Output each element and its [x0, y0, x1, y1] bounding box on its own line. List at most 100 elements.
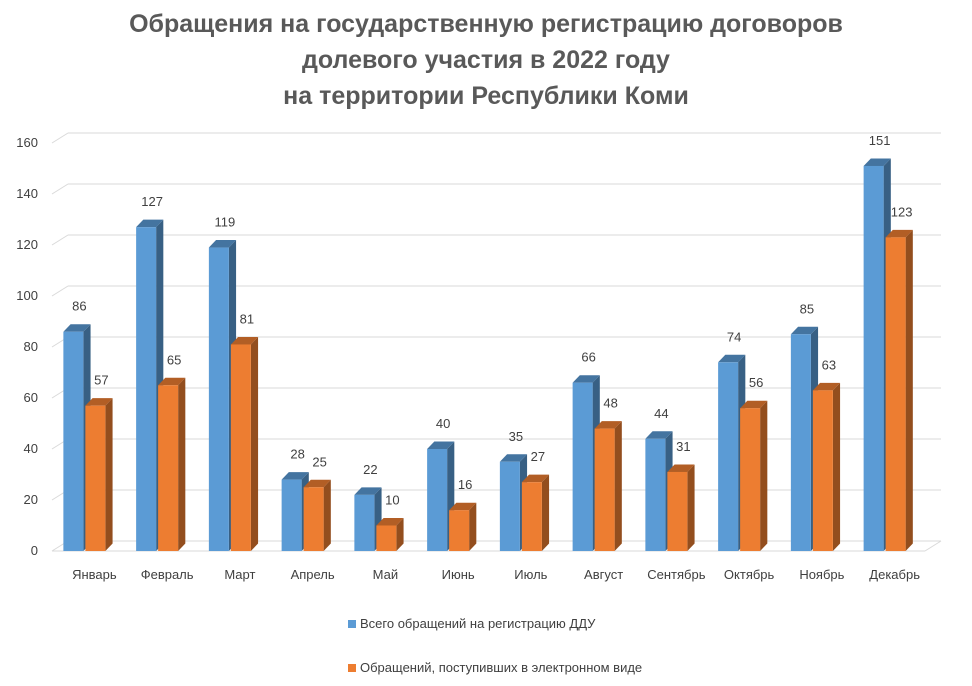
legend-swatch-electronic [348, 663, 356, 672]
y-tick-label: 120 [16, 237, 38, 252]
data-label-total: 74 [727, 329, 741, 344]
bar-electronic-top [740, 400, 768, 409]
gridline-depth [51, 234, 69, 246]
bar-electronic-top [303, 479, 331, 488]
bar-total [208, 247, 229, 552]
gridline-depth [51, 183, 69, 195]
y-tick-label: 20 [24, 492, 38, 507]
gridline-depth [51, 132, 69, 144]
bar-total-top [572, 375, 600, 383]
title-line-2: долевого участия в 2022 году [302, 46, 670, 74]
x-tick-label: Февраль [141, 567, 194, 582]
gridline-depth [51, 285, 69, 297]
bar-electronic [667, 471, 688, 551]
bar-electronic-side [250, 336, 259, 551]
bar-electronic-top [667, 464, 695, 472]
bar-total [281, 479, 302, 551]
legend-item-electronic: Обращений, поступивших в электронном вид… [348, 660, 642, 675]
y-tick-label: 80 [24, 339, 38, 354]
bar-electronic [594, 428, 615, 551]
bar-electronic [303, 487, 324, 551]
y-tick-label: 160 [16, 135, 38, 150]
x-tick-label: Сентябрь [647, 567, 705, 582]
x-axis-depth [924, 540, 942, 552]
bar-electronic-top [594, 421, 622, 429]
x-tick-label: Декабрь [869, 567, 920, 582]
bar-electronic [376, 525, 397, 551]
bar-electronic-top [449, 502, 477, 511]
chart-title: Обращения на государственную регистрацию… [0, 6, 972, 114]
y-tick-label: 140 [16, 186, 38, 201]
data-label-electronic: 31 [676, 439, 690, 454]
bar-total-top [863, 158, 891, 166]
bar-electronic [740, 408, 761, 551]
bar-total-top [718, 354, 746, 363]
bar-electronic-top [521, 474, 550, 483]
bar-total [790, 334, 811, 551]
data-label-total: 35 [509, 429, 523, 444]
data-label-total: 66 [581, 350, 595, 365]
bar-electronic-side [469, 502, 477, 551]
data-label-electronic: 10 [385, 493, 399, 508]
data-label-electronic: 48 [603, 396, 617, 411]
data-label-electronic: 65 [167, 352, 181, 367]
bar-electronic-side [105, 398, 113, 551]
data-label-total: 40 [436, 416, 450, 431]
x-tick-label: Май [373, 567, 398, 582]
data-label-electronic: 123 [891, 204, 913, 219]
bar-electronic-top [230, 336, 259, 345]
bar-total-top [208, 240, 237, 248]
data-label-electronic: 56 [749, 375, 763, 390]
legend-item-total: Всего обращений на регистрацию ДДУ [348, 616, 595, 631]
data-label-total: 22 [363, 462, 377, 477]
bar-electronic-top [812, 382, 841, 391]
legend-label-total: Всего обращений на регистрацию ДДУ [360, 616, 596, 631]
x-tick-label: Апрель [291, 567, 335, 582]
bar-total [718, 362, 739, 551]
x-tick-label: Ноябрь [799, 567, 844, 582]
bar-total-top [499, 454, 528, 462]
data-label-electronic: 63 [822, 357, 836, 372]
data-label-total: 127 [141, 194, 163, 209]
y-tick-label: 60 [24, 390, 38, 405]
data-label-electronic: 57 [94, 373, 108, 388]
bar-electronic-side [614, 421, 622, 551]
x-tick-label: Октябрь [724, 567, 775, 582]
data-label-electronic: 25 [312, 454, 326, 469]
bar-total-top [645, 431, 673, 439]
legend-swatch-total [348, 619, 356, 628]
bar-electronic-top [85, 398, 113, 406]
bar-electronic-top [376, 518, 404, 526]
legend-label-electronic: Обращений, поступивших в электронном вид… [360, 660, 643, 675]
bar-electronic-side [760, 400, 768, 551]
x-tick-label: Июнь [442, 567, 475, 582]
bar-total-top [63, 324, 91, 332]
bar-total [499, 461, 520, 551]
bar-electronic-side [541, 474, 550, 551]
bar-total [645, 438, 666, 551]
title-line-3: на территории Республики Коми [283, 82, 689, 110]
data-label-total: 119 [215, 215, 236, 230]
data-label-total: 151 [869, 133, 891, 148]
bar-electronic-side [396, 518, 404, 551]
bar-electronic-side [905, 229, 913, 551]
bar-electronic-side [832, 382, 841, 551]
bar-electronic [885, 237, 906, 551]
bar-electronic [230, 344, 251, 551]
data-label-electronic: 81 [240, 311, 254, 326]
data-label-electronic: 16 [458, 477, 472, 492]
y-tick-label: 40 [24, 441, 38, 456]
x-tick-label: Август [584, 567, 623, 582]
bar-total-top [427, 441, 455, 449]
bar-electronic-top [158, 377, 186, 386]
bar-total-top [354, 487, 382, 495]
x-tick-label: Июль [514, 567, 547, 582]
bar-electronic-top [885, 229, 913, 238]
x-tick-label: Январь [72, 567, 117, 582]
title-line-1: Обращения на государственную регистрацию… [129, 10, 843, 38]
bar-total-top [790, 326, 819, 335]
bar-electronic [521, 482, 542, 551]
data-label-total: 85 [800, 301, 814, 316]
y-tick-label: 0 [31, 543, 38, 558]
